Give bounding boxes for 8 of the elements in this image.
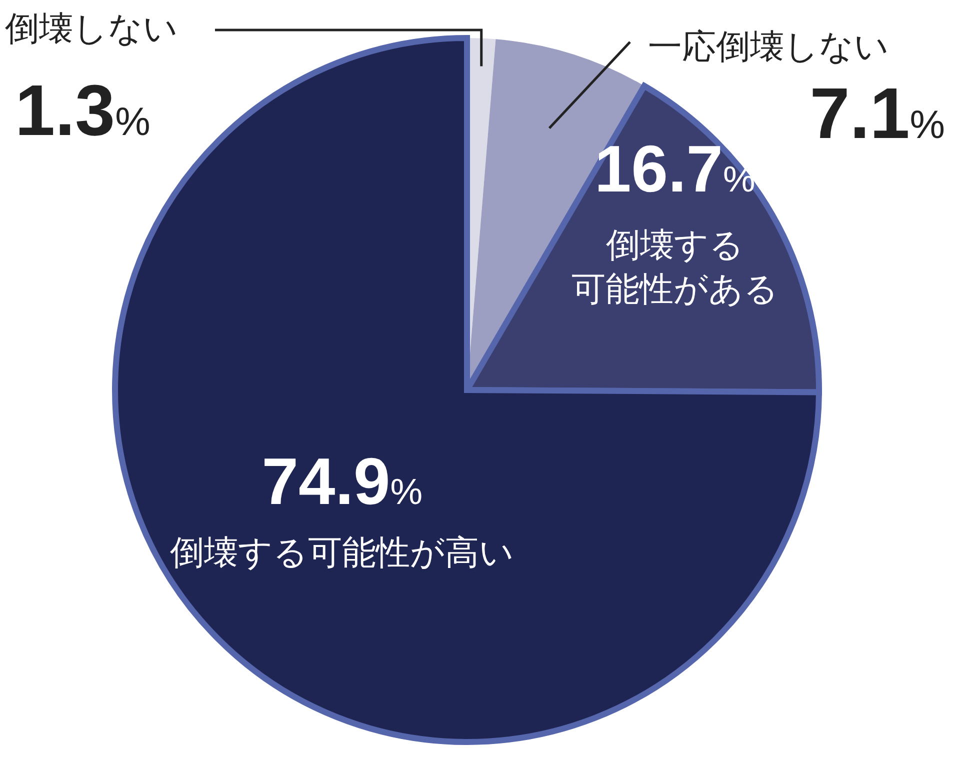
slice-label: 一応倒壊しない	[648, 28, 889, 66]
slice-label: 倒壊する可能性が高い	[170, 534, 514, 572]
data-label: 1.3%	[15, 71, 150, 151]
slice-label: 倒壊する可能性がある	[571, 226, 778, 309]
data-label: 74.9%	[262, 444, 423, 518]
slice-label: 倒壊しない	[5, 10, 178, 48]
data-label: 16.7%	[594, 131, 756, 206]
data-label: 7.1%	[810, 74, 945, 154]
